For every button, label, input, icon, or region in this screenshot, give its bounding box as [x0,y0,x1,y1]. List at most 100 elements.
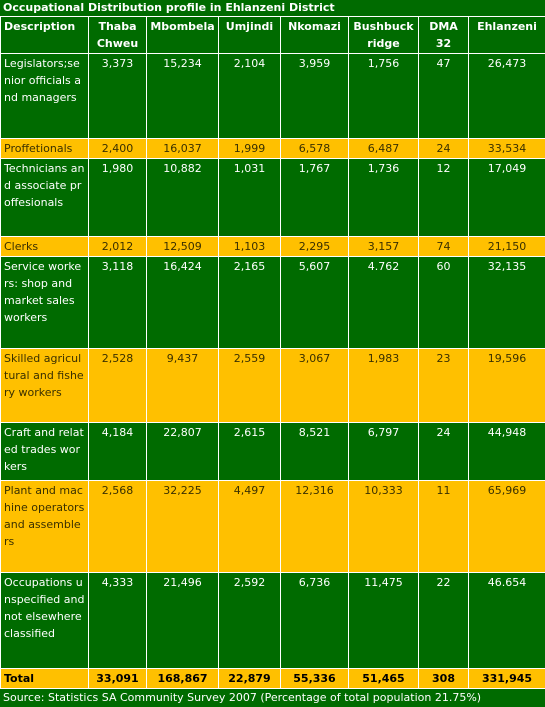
cell-value: 6,578 [281,139,349,159]
column-header: Bushbuck ridge [349,17,419,54]
cell-description: Service workers: shop and market sales w… [1,257,89,349]
cell-value: 21,496 [147,573,219,669]
total-cell: 33,091 [89,669,147,689]
cell-value: 8,521 [281,423,349,481]
total-cell: Total [1,669,89,689]
cell-value: 32,225 [147,481,219,573]
cell-value: 33,534 [469,139,545,159]
cell-value: 22,807 [147,423,219,481]
title: Occupational Distribution profile in Ehl… [0,0,545,16]
cell-value: 17,049 [469,159,545,237]
cell-value: 44,948 [469,423,545,481]
total-cell: 55,336 [281,669,349,689]
cell-value: 4,497 [219,481,281,573]
cell-value: 12,509 [147,237,219,257]
cell-value: 11 [419,481,469,573]
cell-value: 23 [419,349,469,423]
cell-value: 12 [419,159,469,237]
cell-value: 3,373 [89,54,147,139]
cell-value: 4,333 [89,573,147,669]
cell-value: 3,118 [89,257,147,349]
cell-value: 60 [419,257,469,349]
cell-value: 1,736 [349,159,419,237]
cell-value: 4.762 [349,257,419,349]
column-header: Ehlanzeni [469,17,545,54]
cell-value: 22 [419,573,469,669]
cell-value: 9,437 [147,349,219,423]
cell-value: 1,999 [219,139,281,159]
cell-value: 10,882 [147,159,219,237]
cell-description: Skilled agricultural and fishery workers [1,349,89,423]
column-header: DMA 32 [419,17,469,54]
cell-value: 21,150 [469,237,545,257]
total-cell: 51,465 [349,669,419,689]
cell-description: Clerks [1,237,89,257]
table-row: Legislators;senior officials and manager… [1,54,545,139]
cell-value: 1,031 [219,159,281,237]
cell-value: 16,424 [147,257,219,349]
column-header: Nkomazi [281,17,349,54]
table-row: Service workers: shop and market sales w… [1,257,545,349]
cell-value: 2,165 [219,257,281,349]
cell-value: 1,980 [89,159,147,237]
cell-value: 12,316 [281,481,349,573]
column-header: Mbombela [147,17,219,54]
cell-value: 24 [419,139,469,159]
cell-value: 65,969 [469,481,545,573]
column-header: Thaba Chweu [89,17,147,54]
cell-value: 16,037 [147,139,219,159]
cell-description: Plant and machine operators and assemble… [1,481,89,573]
cell-value: 2,559 [219,349,281,423]
cell-value: 3,067 [281,349,349,423]
table-row: Occupations unspecified and not elsewher… [1,573,545,669]
cell-value: 2,012 [89,237,147,257]
cell-value: 1,756 [349,54,419,139]
cell-value: 1,983 [349,349,419,423]
column-header: Umjindi [219,17,281,54]
cell-description: Technicians and associate proffesionals [1,159,89,237]
cell-value: 5,607 [281,257,349,349]
cell-value: 3,959 [281,54,349,139]
cell-value: 1,767 [281,159,349,237]
column-header: Description [1,17,89,54]
cell-value: 19,596 [469,349,545,423]
cell-value: 1,103 [219,237,281,257]
cell-value: 6,487 [349,139,419,159]
cell-description: Craft and related trades workers [1,423,89,481]
cell-value: 2,295 [281,237,349,257]
cell-value: 2,400 [89,139,147,159]
total-cell: 22,879 [219,669,281,689]
cell-value: 2,615 [219,423,281,481]
cell-description: Proffetionals [1,139,89,159]
cell-value: 15,234 [147,54,219,139]
cell-value: 2,104 [219,54,281,139]
cell-value: 11,475 [349,573,419,669]
cell-value: 10,333 [349,481,419,573]
table-row: Plant and machine operators and assemble… [1,481,545,573]
total-cell: 331,945 [469,669,545,689]
cell-value: 2,528 [89,349,147,423]
cell-value: 26,473 [469,54,545,139]
cell-value: 6,797 [349,423,419,481]
cell-value: 3,157 [349,237,419,257]
total-cell: 168,867 [147,669,219,689]
cell-value: 32,135 [469,257,545,349]
source-note: Source: Statistics SA Community Survey 2… [0,689,545,707]
cell-value: 74 [419,237,469,257]
cell-value: 4,184 [89,423,147,481]
cell-description: Occupations unspecified and not elsewher… [1,573,89,669]
table-row: Skilled agricultural and fishery workers… [1,349,545,423]
cell-value: 2,568 [89,481,147,573]
cell-value: 46.654 [469,573,545,669]
cell-value: 6,736 [281,573,349,669]
cell-value: 24 [419,423,469,481]
cell-description: Legislators;senior officials and manager… [1,54,89,139]
